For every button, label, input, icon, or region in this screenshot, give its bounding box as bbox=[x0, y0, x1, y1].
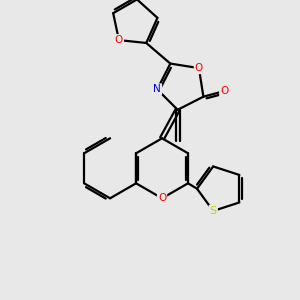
Text: S: S bbox=[210, 206, 217, 216]
Text: O: O bbox=[220, 86, 228, 96]
Text: O: O bbox=[158, 193, 166, 203]
Text: N: N bbox=[153, 84, 161, 94]
Text: O: O bbox=[115, 35, 123, 45]
Text: O: O bbox=[195, 63, 203, 73]
